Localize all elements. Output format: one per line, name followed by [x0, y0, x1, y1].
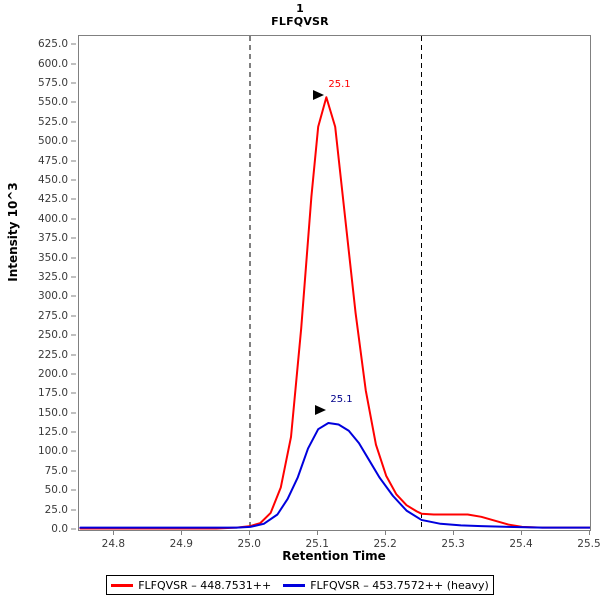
- y-axis-tick-mark: [71, 315, 76, 317]
- chart-title-peptide: FLFQVSR: [271, 15, 329, 28]
- y-axis-tick-label: 350.0: [37, 251, 68, 264]
- y-axis-tick-mark: [71, 160, 76, 162]
- y-axis-tick-mark: [71, 373, 76, 375]
- y-axis-tick-label: 75.0: [44, 464, 68, 477]
- x-axis-tick-mark: [453, 530, 455, 535]
- y-axis-tick-label: 500.0: [37, 135, 68, 148]
- y-axis-tick-mark: [71, 276, 76, 278]
- y-axis-tick-label: 125.0: [37, 426, 68, 439]
- x-axis-tick-label: 24.8: [101, 538, 126, 550]
- y-axis-tick-label: 625.0: [37, 38, 68, 51]
- y-axis-tick-label: 175.0: [37, 387, 68, 400]
- legend-entry-light[interactable]: FLFQVSR – 448.7531++: [105, 579, 277, 592]
- y-axis-tick-mark: [71, 140, 76, 142]
- legend-label-light: FLFQVSR – 448.7531++: [138, 578, 272, 592]
- chart-title-index: 1: [296, 2, 304, 15]
- y-axis-tick-mark: [71, 470, 76, 472]
- y-axis-tick-label: 25.0: [44, 503, 68, 516]
- y-axis-tick-mark: [71, 63, 76, 65]
- y-axis-tick-label: 475.0: [37, 154, 68, 167]
- y-axis-tick-mark: [71, 412, 76, 414]
- y-axis-tick-mark: [71, 101, 76, 103]
- y-axis: 0.0 25.0 50.0 75.0 100.0 125.0 150.0 175.0 200.0…: [0, 35, 78, 535]
- y-axis-tick-label: 600.0: [37, 57, 68, 70]
- x-axis-tick-label: 24.9: [169, 538, 193, 550]
- y-axis-tick-mark: [71, 489, 76, 491]
- x-axis-tick-label: 25.5: [577, 538, 600, 550]
- y-axis-label: Intensity 10^3: [6, 182, 20, 282]
- x-axis-tick-mark: [589, 530, 590, 535]
- y-axis-tick-mark: [71, 509, 76, 511]
- y-axis-tick-mark: [71, 43, 76, 45]
- legend-label-heavy: FLFQVSR – 453.7572++ (heavy): [310, 578, 489, 592]
- x-axis: 24.8 24.9 25.0 25.1 25.2 25.3 25.4 25.5: [78, 530, 600, 552]
- y-axis-tick-mark: [71, 121, 76, 123]
- y-axis-tick-mark: [71, 334, 76, 336]
- y-axis-tick-mark: [71, 392, 76, 394]
- x-axis-tick-mark: [317, 530, 319, 535]
- y-axis-tick-label: 100.0: [37, 445, 68, 458]
- y-axis-tick-label: 200.0: [37, 367, 68, 380]
- y-axis-tick-mark: [71, 450, 76, 452]
- y-axis-tick-label: 150.0: [37, 406, 68, 419]
- y-axis-tick-label: 375.0: [37, 232, 68, 245]
- x-axis-tick-label: 25.1: [305, 538, 329, 550]
- legend-entry-heavy[interactable]: FLFQVSR – 453.7572++ (heavy): [277, 579, 495, 592]
- y-axis-tick-mark: [71, 354, 76, 355]
- y-axis-tick-label: 225.0: [37, 348, 68, 361]
- y-axis-tick-label: 325.0: [37, 270, 68, 283]
- y-axis-tick-mark: [71, 198, 76, 200]
- x-axis-tick-mark: [385, 530, 387, 535]
- y-axis-tick-mark: [71, 528, 76, 530]
- y-axis-tick-mark: [71, 431, 76, 433]
- legend-color-swatch-light: [111, 583, 134, 587]
- y-axis-tick-label: 250.0: [37, 329, 68, 342]
- y-axis-tick-label: 525.0: [37, 115, 68, 128]
- x-axis-tick-mark: [113, 530, 115, 535]
- plot-area[interactable]: 25.1 25.1: [78, 35, 591, 531]
- legend[interactable]: FLFQVSR – 448.7531++ FLFQVSR – 453.7572++…: [106, 575, 494, 595]
- y-axis-tick-label: 550.0: [37, 96, 68, 109]
- y-axis-tick-mark: [71, 179, 76, 181]
- chromatogram-plot: [79, 36, 590, 530]
- x-axis-tick-label: 25.0: [237, 538, 261, 550]
- y-axis-tick-mark: [71, 295, 76, 297]
- y-axis-tick-mark: [71, 257, 76, 259]
- x-axis-tick-label: 25.2: [373, 538, 397, 550]
- trace-light[interactable]: [79, 96, 590, 530]
- legend-color-swatch-heavy: [283, 583, 306, 587]
- y-axis-tick-label: 575.0: [37, 77, 68, 90]
- x-axis-tick-label: 25.4: [509, 538, 533, 550]
- y-axis-tick-label: 400.0: [37, 212, 68, 225]
- page-title: 1 FLFQVSR: [0, 2, 600, 28]
- y-axis-tick-mark: [71, 82, 76, 84]
- trace-heavy[interactable]: [79, 421, 590, 529]
- x-axis-tick-mark: [249, 530, 251, 535]
- y-axis-tick-mark: [71, 237, 76, 239]
- y-axis-tick-label: 275.0: [37, 309, 68, 322]
- x-axis-tick-mark: [181, 530, 183, 535]
- x-axis-tick-label: 25.3: [441, 538, 465, 550]
- y-axis-tick-label: 425.0: [37, 193, 68, 206]
- x-axis-label: Retention Time: [282, 549, 386, 563]
- y-axis-tick-mark: [71, 218, 76, 220]
- y-axis-tick-label: 300.0: [37, 290, 68, 303]
- y-axis-tick-label: 0.0: [51, 523, 68, 535]
- y-axis-tick-label: 450.0: [37, 174, 68, 187]
- x-axis-tick-mark: [521, 530, 523, 535]
- y-axis-tick-label: 50.0: [44, 484, 68, 497]
